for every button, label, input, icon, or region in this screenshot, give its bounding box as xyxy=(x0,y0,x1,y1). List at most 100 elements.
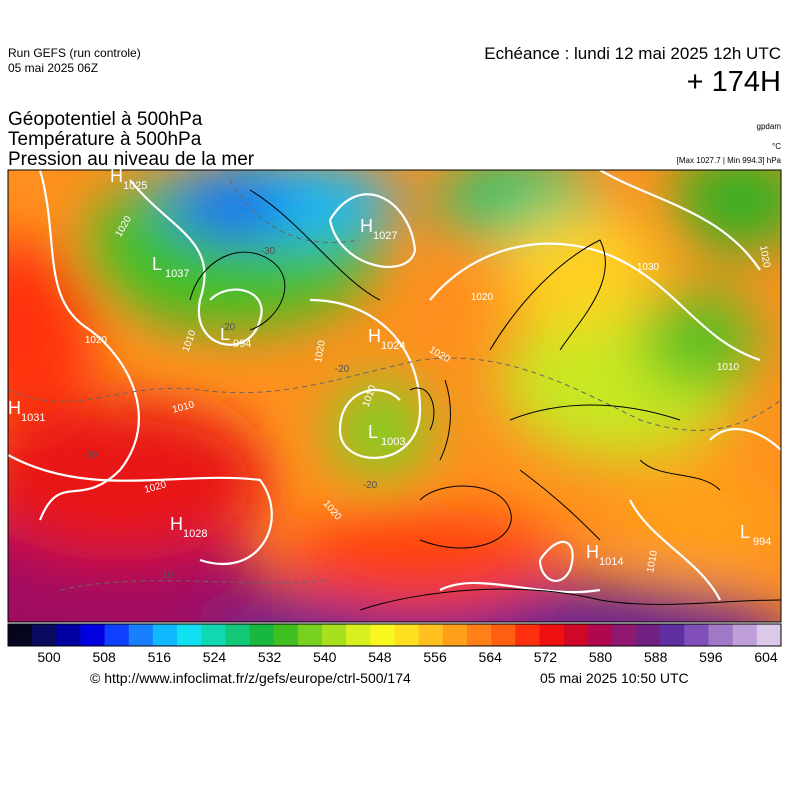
center-kind: H xyxy=(586,542,599,562)
isotherms xyxy=(8,179,781,591)
pressure-center: H 1028 xyxy=(170,514,207,540)
isobars xyxy=(8,170,781,601)
map-frame xyxy=(7,169,782,623)
isobar-label: 1020 xyxy=(85,335,108,346)
colorbar-tick-label: 572 xyxy=(534,649,558,665)
colorbar-cell xyxy=(442,624,468,646)
title-3: Pression au niveau de la mer xyxy=(8,149,255,170)
colorbar-cell xyxy=(152,624,178,646)
colorbar-frame xyxy=(7,623,782,647)
colorbar-cell xyxy=(756,624,782,646)
center-value: 1003 xyxy=(381,436,405,448)
colorbar-cell xyxy=(201,624,226,646)
center-value: 1028 xyxy=(183,528,207,540)
colorbar-cell xyxy=(684,624,709,646)
unit-temp: °C xyxy=(772,142,781,151)
colorbar-cell xyxy=(370,624,395,646)
isotherm-label: -20 xyxy=(363,480,378,491)
colorbar-cell xyxy=(297,624,323,646)
center-kind: H xyxy=(170,514,183,534)
forecast-time: Echéance : lundi 12 mai 2025 12h UTC xyxy=(484,44,781,63)
colorbar-cell xyxy=(732,624,758,646)
isobar-label: 1010 xyxy=(645,549,660,573)
colorbar-cell xyxy=(418,624,444,646)
center-kind: L xyxy=(152,254,162,274)
pressure-center: L 994 xyxy=(740,522,771,548)
colorbar-cell xyxy=(611,624,637,646)
center-kind: L xyxy=(220,324,230,344)
colorbar-tick-label: 516 xyxy=(148,649,172,665)
colorbar-cell xyxy=(104,624,130,646)
colorbar-tick-label: 532 xyxy=(258,649,282,665)
isotherm-label: -10 xyxy=(159,570,174,581)
colorbar-tick-label: 524 xyxy=(203,649,227,665)
colorbar-tick-label: 500 xyxy=(37,649,61,665)
unit-pressure: [Max 1027.7 | Min 994.3] hPa xyxy=(676,156,781,165)
center-kind: H xyxy=(110,166,123,186)
pressure-center: L 1003 xyxy=(368,422,405,448)
pressure-center: H 1031 xyxy=(8,398,45,424)
colorbar-cell xyxy=(708,624,733,646)
colorbar-cell xyxy=(636,624,661,646)
isobar-label: 1020 xyxy=(471,292,494,303)
map-field xyxy=(8,170,781,622)
colorbar-cell xyxy=(660,624,685,646)
run-name: Run GEFS (run controle) xyxy=(8,46,141,60)
center-kind: L xyxy=(368,422,378,442)
colorbar-cell xyxy=(8,624,33,646)
colorbar-cell xyxy=(177,624,202,646)
colorbar-cell xyxy=(249,624,275,646)
center-kind: H xyxy=(8,398,21,418)
colorbar-cell xyxy=(273,624,299,646)
colorbar-cell xyxy=(128,624,154,646)
colorbar-cell xyxy=(225,624,250,646)
center-value: 1024 xyxy=(381,340,405,352)
colorbar-cell xyxy=(346,624,371,646)
colorbar-cell xyxy=(394,624,419,646)
pressure-center: H 1025 xyxy=(110,166,147,192)
generated-time: 05 mai 2025 10:50 UTC xyxy=(540,670,689,686)
isobar-label: 1010 xyxy=(717,362,740,373)
colorbar-tick-label: 540 xyxy=(313,649,337,665)
pressure-center: H 1024 xyxy=(368,326,405,352)
center-kind: H xyxy=(360,216,373,236)
colorbar-tick-label: 564 xyxy=(479,649,503,665)
colorbar: 500 508 516 524 532 540 548 556 564 572 580 588 596 6… xyxy=(7,623,782,665)
colorbar-tick-label: 508 xyxy=(92,649,116,665)
pressure-center: L 994 xyxy=(220,324,251,350)
colorbar-cell xyxy=(563,624,589,646)
coastlines xyxy=(189,189,781,611)
center-value: 1037 xyxy=(165,268,189,280)
isotherm-label: -20 xyxy=(83,450,98,461)
colorbar-cell xyxy=(491,624,516,646)
center-value: 1031 xyxy=(21,412,45,424)
colorbar-cell xyxy=(466,624,492,646)
center-value: 1014 xyxy=(599,556,623,568)
colorbar-tick-label: 588 xyxy=(644,649,668,665)
colorbar-cell xyxy=(515,624,540,646)
lead-time: + 174H xyxy=(686,66,781,98)
center-kind: L xyxy=(740,522,750,542)
colorbar-tick-label: 556 xyxy=(423,649,447,665)
colorbar-cell xyxy=(539,624,564,646)
center-value: 994 xyxy=(233,338,251,350)
title-2: Température à 500hPa xyxy=(8,129,202,150)
isobar-label: 1030 xyxy=(637,262,660,273)
isobar-label: 1020 xyxy=(313,339,328,363)
isobar-label: 1020 xyxy=(757,245,772,269)
colorbar-tick-label: 596 xyxy=(699,649,723,665)
isotherm-label: -20 xyxy=(335,364,350,375)
colorbar-cell xyxy=(32,624,57,646)
colorbar-cell xyxy=(80,624,105,646)
center-value: 1025 xyxy=(123,180,147,192)
unit-gpdam: gpdam xyxy=(756,122,781,131)
title-1: Géopotentiel à 500hPa xyxy=(8,109,203,130)
pressure-center: H 1027 xyxy=(360,216,397,242)
isotherm-label: -20 xyxy=(221,322,236,333)
pressure-center: H 1014 xyxy=(586,542,623,568)
run-date: 05 mai 2025 06Z xyxy=(8,61,99,75)
center-kind: H xyxy=(368,326,381,346)
colorbar-cell xyxy=(587,624,613,646)
